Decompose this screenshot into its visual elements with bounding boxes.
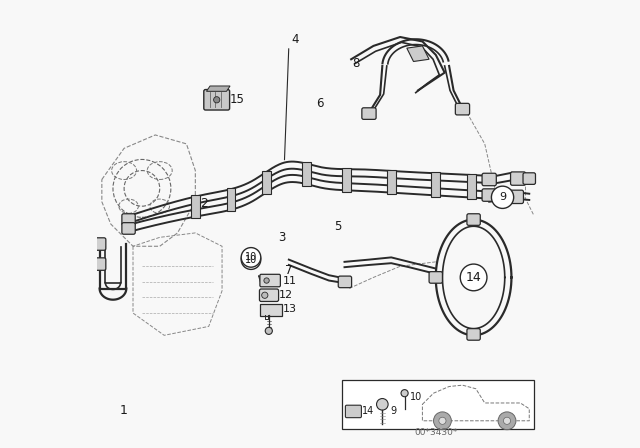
Text: 14: 14 — [466, 271, 481, 284]
Text: 13: 13 — [283, 305, 296, 314]
Circle shape — [265, 327, 273, 334]
Circle shape — [492, 186, 514, 208]
FancyBboxPatch shape — [93, 258, 106, 270]
Bar — [191, 195, 200, 218]
Bar — [227, 188, 236, 211]
Circle shape — [214, 97, 220, 103]
Bar — [302, 163, 311, 185]
Text: 10: 10 — [245, 252, 257, 263]
Text: 9: 9 — [390, 406, 396, 416]
Text: 11: 11 — [283, 276, 296, 285]
Circle shape — [439, 417, 446, 424]
Bar — [431, 172, 440, 197]
Bar — [342, 380, 534, 429]
Circle shape — [264, 278, 269, 283]
Text: 10: 10 — [410, 392, 422, 402]
Text: 9: 9 — [499, 192, 506, 202]
FancyBboxPatch shape — [259, 289, 278, 302]
Text: 7: 7 — [285, 264, 292, 277]
FancyBboxPatch shape — [455, 103, 470, 115]
Text: 14: 14 — [362, 406, 374, 416]
Bar — [467, 173, 476, 199]
FancyBboxPatch shape — [204, 90, 230, 110]
FancyBboxPatch shape — [429, 271, 442, 283]
Circle shape — [241, 250, 260, 269]
FancyBboxPatch shape — [511, 172, 525, 185]
FancyBboxPatch shape — [260, 304, 282, 316]
Text: 10: 10 — [245, 254, 257, 265]
FancyBboxPatch shape — [482, 173, 496, 186]
Bar — [387, 170, 396, 194]
FancyBboxPatch shape — [508, 190, 524, 203]
FancyBboxPatch shape — [467, 214, 480, 225]
Circle shape — [401, 390, 408, 397]
Circle shape — [241, 248, 260, 267]
Circle shape — [433, 412, 451, 430]
Text: 4: 4 — [292, 33, 300, 46]
FancyBboxPatch shape — [260, 274, 280, 287]
FancyBboxPatch shape — [122, 223, 135, 234]
FancyBboxPatch shape — [523, 173, 536, 185]
Circle shape — [504, 417, 511, 424]
Bar — [262, 171, 271, 194]
FancyBboxPatch shape — [346, 405, 362, 418]
Bar — [342, 168, 351, 192]
Polygon shape — [207, 86, 230, 91]
Text: 5: 5 — [334, 220, 342, 233]
Text: 12: 12 — [279, 290, 293, 300]
Circle shape — [376, 399, 388, 410]
Circle shape — [460, 264, 487, 291]
Text: 8: 8 — [352, 57, 359, 70]
FancyBboxPatch shape — [482, 189, 496, 201]
Text: 3: 3 — [278, 231, 286, 244]
FancyBboxPatch shape — [93, 238, 106, 250]
FancyBboxPatch shape — [122, 214, 135, 225]
Circle shape — [498, 412, 516, 430]
Polygon shape — [407, 46, 429, 61]
FancyBboxPatch shape — [467, 329, 480, 340]
Text: 15: 15 — [230, 93, 245, 106]
Text: 2: 2 — [200, 198, 208, 211]
FancyBboxPatch shape — [362, 108, 376, 119]
Text: 6: 6 — [316, 97, 324, 110]
Text: 1: 1 — [120, 405, 128, 418]
Circle shape — [262, 292, 268, 298]
Text: 00*3430*: 00*3430* — [414, 428, 458, 437]
FancyBboxPatch shape — [339, 276, 351, 288]
